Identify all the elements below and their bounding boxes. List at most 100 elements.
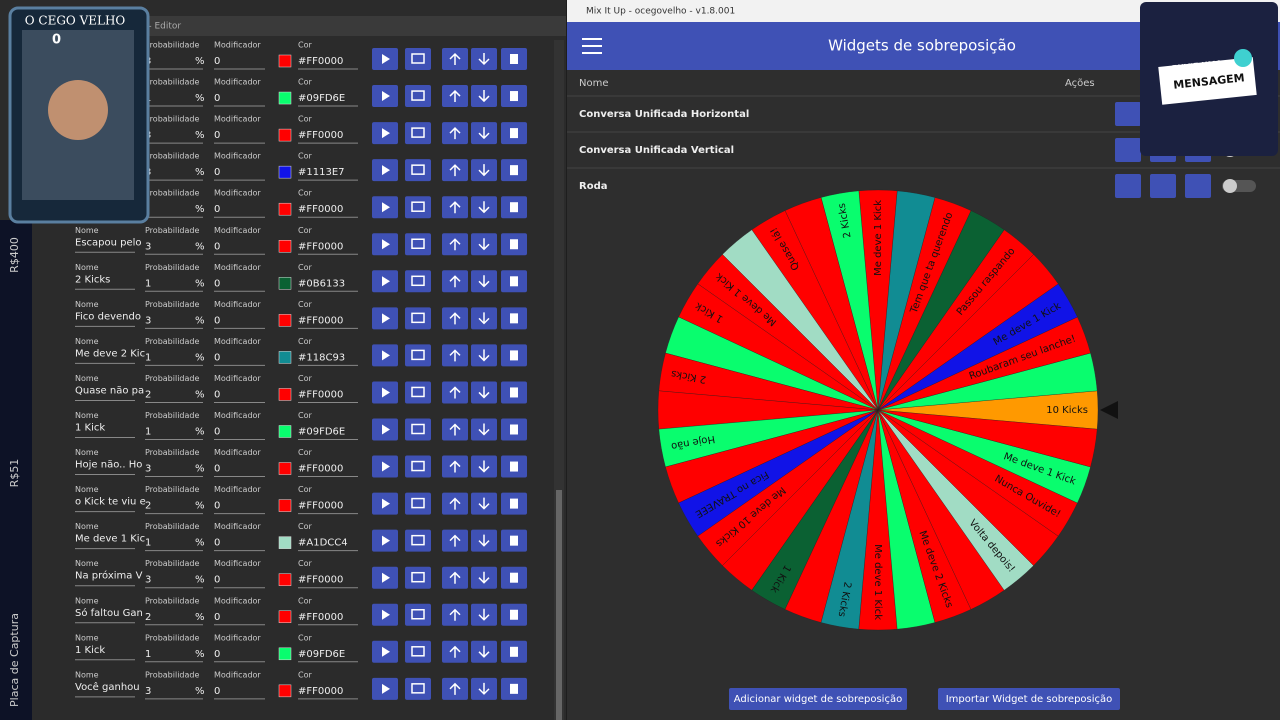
action-button[interactable] <box>1115 174 1141 198</box>
edit-button[interactable] <box>405 122 431 145</box>
color-field[interactable]: #FF0000 <box>298 315 343 326</box>
probability-field[interactable]: 2 <box>145 612 151 623</box>
color-field[interactable]: #09FD6E <box>298 93 345 104</box>
modifier-field[interactable]: 0 <box>214 241 220 252</box>
modifier-field[interactable]: 0 <box>214 427 220 438</box>
menu-icon[interactable] <box>582 52 602 54</box>
modifier-field[interactable]: 0 <box>214 93 220 104</box>
menu-icon[interactable] <box>582 45 602 47</box>
name-field[interactable]: Você ganhou <box>75 681 140 693</box>
editor-row: Nome Fico devendo Probabilidade 3 % Modificad… <box>75 300 527 330</box>
probability-field[interactable]: 2 <box>145 389 151 400</box>
color-field[interactable]: #FF0000 <box>298 575 343 586</box>
probability-field[interactable]: 1 <box>145 278 151 289</box>
modifier-field[interactable]: 0 <box>214 204 220 215</box>
color-field[interactable]: #FF0000 <box>298 612 343 623</box>
action-button[interactable] <box>729 688 907 710</box>
modifier-field[interactable]: 0 <box>214 686 220 697</box>
menu-icon[interactable] <box>582 38 602 40</box>
probability-field[interactable]: 1 <box>145 538 151 549</box>
probability-field[interactable]: 3 <box>145 464 151 475</box>
percent: % <box>195 464 205 475</box>
edit-button[interactable] <box>405 48 431 70</box>
color-field[interactable]: #0B6133 <box>298 278 345 289</box>
edit-button[interactable] <box>405 492 431 515</box>
name-field[interactable]: Fico devendo <box>75 311 141 322</box>
probability-field[interactable]: 3 <box>145 315 151 326</box>
edit-button[interactable] <box>405 603 431 626</box>
wheel-segment <box>877 409 1098 468</box>
edit-button[interactable] <box>405 270 431 293</box>
modifier-field[interactable]: 0 <box>214 501 220 512</box>
edit-button[interactable] <box>405 85 431 108</box>
action-button[interactable] <box>1150 174 1176 198</box>
color-field[interactable]: #1113E7 <box>298 167 345 178</box>
name-field[interactable]: Me deve 2 Kic <box>75 348 145 359</box>
edit-button[interactable] <box>405 233 431 256</box>
edit-button[interactable] <box>405 677 431 700</box>
name-field[interactable]: Escapou pelo <box>75 237 142 248</box>
color-field[interactable]: #FF0000 <box>298 204 343 215</box>
probability-field[interactable]: 3 <box>145 575 151 586</box>
edit-button[interactable] <box>405 640 431 663</box>
color-field[interactable]: #FF0000 <box>298 389 343 400</box>
name-field[interactable]: 2 Kicks <box>75 274 110 285</box>
edit-button[interactable] <box>405 344 431 367</box>
color-field[interactable]: #FF0000 <box>298 464 343 475</box>
edit-button[interactable] <box>405 455 431 478</box>
color-field[interactable]: #A1DCC4 <box>298 538 348 549</box>
modifier-field[interactable]: 0 <box>214 649 220 660</box>
edit-button[interactable] <box>405 159 431 182</box>
modifier-field[interactable]: 0 <box>214 278 220 289</box>
modifier-field[interactable]: 0 <box>214 130 220 141</box>
edit-button[interactable] <box>405 529 431 552</box>
probability-field[interactable]: 3 <box>145 241 151 252</box>
modifier-field[interactable]: 0 <box>214 538 220 549</box>
icon <box>382 128 390 139</box>
name-field[interactable]: Na próxima V <box>75 570 143 582</box>
color-field[interactable]: #09FD6E <box>298 427 345 438</box>
probability-field[interactable]: 3 <box>145 686 151 697</box>
sidebar-label: R$400 <box>8 237 21 273</box>
probability-field[interactable]: 1 <box>145 649 151 660</box>
action-button[interactable] <box>1115 102 1141 126</box>
modifier-field[interactable]: 0 <box>214 315 220 326</box>
icon <box>449 312 461 325</box>
color-swatch <box>278 314 292 327</box>
color-field[interactable]: #118C93 <box>298 352 345 363</box>
action-button[interactable] <box>1115 138 1141 162</box>
name-field[interactable]: 1 Kick <box>75 645 105 656</box>
edit-button[interactable] <box>405 381 431 404</box>
action-button[interactable] <box>1185 174 1211 198</box>
probability-field[interactable]: 2 <box>145 501 151 512</box>
color-field[interactable]: #FF0000 <box>298 501 343 512</box>
name-field[interactable]: 1 Kick <box>75 423 105 434</box>
probability-field[interactable]: 1 <box>145 427 151 438</box>
modifier-field[interactable]: 0 <box>214 612 220 623</box>
name-field[interactable]: Hoje não.. Ho <box>75 460 142 471</box>
probability-field[interactable]: 1 <box>145 352 151 363</box>
edit-button[interactable] <box>405 566 431 589</box>
modifier-field[interactable]: 0 <box>214 575 220 586</box>
label: Nome <box>75 300 99 309</box>
modifier-field[interactable]: 0 <box>214 56 220 67</box>
edit-button[interactable] <box>405 418 431 441</box>
color-field[interactable]: #FF0000 <box>298 56 343 67</box>
action-button[interactable] <box>938 688 1120 710</box>
name-field[interactable]: Me deve 1 Kic <box>75 534 145 545</box>
edit-button[interactable] <box>405 196 431 219</box>
color-field[interactable]: #09FD6E <box>298 649 345 660</box>
name-field[interactable]: Só faltou Gan <box>75 607 143 619</box>
color-field[interactable]: #FF0000 <box>298 686 343 697</box>
modifier-field[interactable]: 0 <box>214 167 220 178</box>
color-field[interactable]: #FF0000 <box>298 130 343 141</box>
icon <box>411 386 425 398</box>
name-field[interactable]: o Kick te viu e <box>75 497 146 508</box>
color-field[interactable]: #FF0000 <box>298 241 343 252</box>
name-field[interactable]: Quase não pa <box>75 385 144 396</box>
icon <box>510 54 518 64</box>
modifier-field[interactable]: 0 <box>214 352 220 363</box>
modifier-field[interactable]: 0 <box>214 464 220 475</box>
modifier-field[interactable]: 0 <box>214 389 220 400</box>
edit-button[interactable] <box>405 307 431 330</box>
